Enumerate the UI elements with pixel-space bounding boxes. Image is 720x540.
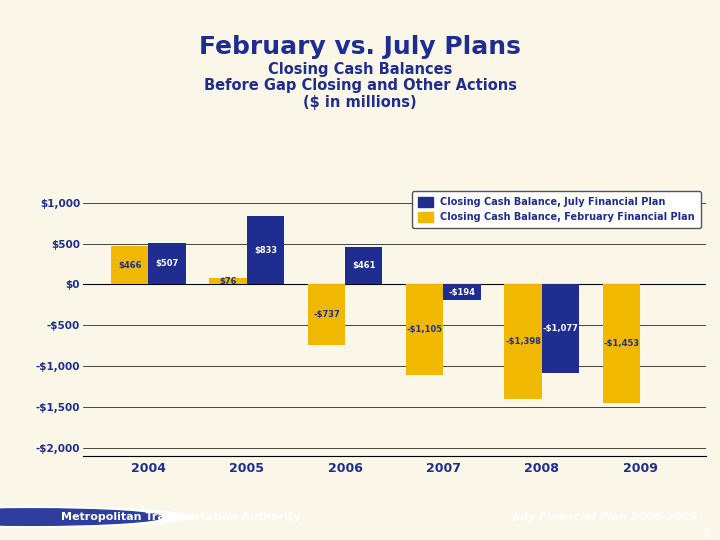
Bar (406, 285, 444, 375)
Bar (444, 285, 481, 300)
Text: Before Gap Closing and Other Actions: Before Gap Closing and Other Actions (204, 78, 516, 93)
Text: -$1,453: -$1,453 (603, 340, 639, 348)
Text: $833: $833 (254, 246, 277, 255)
Bar (210, 278, 247, 285)
Text: $76: $76 (220, 277, 237, 286)
Circle shape (0, 507, 191, 527)
Text: -$1,105: -$1,105 (407, 325, 443, 334)
Text: -$1,398: -$1,398 (505, 337, 541, 346)
Text: $507: $507 (156, 259, 179, 268)
Bar (345, 247, 382, 285)
Bar (148, 243, 186, 285)
Bar (111, 246, 148, 285)
Text: Closing Cash Balances: Closing Cash Balances (268, 62, 452, 77)
Text: Metropolitan Transportation Authority: Metropolitan Transportation Authority (61, 512, 301, 522)
Text: -$737: -$737 (313, 310, 340, 319)
Text: -$1,077: -$1,077 (542, 324, 578, 333)
Bar (307, 285, 345, 345)
Bar (247, 217, 284, 285)
Bar (603, 285, 640, 403)
Text: ($ in millions): ($ in millions) (303, 94, 417, 110)
Bar (541, 285, 579, 373)
Circle shape (0, 509, 162, 525)
Text: -$194: -$194 (449, 288, 475, 297)
Text: $466: $466 (118, 261, 142, 270)
Text: July Financial Plan 2006-2009: July Financial Plan 2006-2009 (513, 512, 698, 522)
Legend: Closing Cash Balance, July Financial Plan, Closing Cash Balance, February Financ: Closing Cash Balance, July Financial Pla… (412, 191, 701, 228)
Text: 6: 6 (702, 529, 709, 539)
Text: February vs. July Plans: February vs. July Plans (199, 35, 521, 59)
Bar (504, 285, 541, 399)
Text: $461: $461 (352, 261, 375, 270)
